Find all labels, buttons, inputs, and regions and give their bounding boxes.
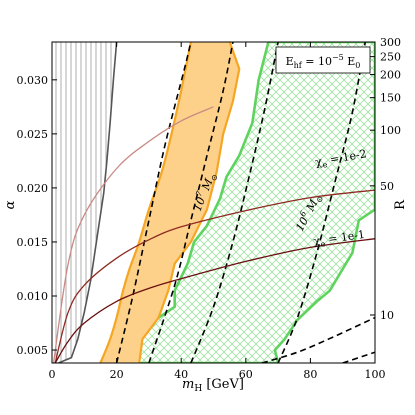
mass-dashed-line-3 xyxy=(190,42,279,363)
plot-area xyxy=(52,42,375,363)
y2-tick-label: 150 xyxy=(380,92,401,105)
mass-dashed-line-2 xyxy=(148,42,234,363)
green-allowed-region xyxy=(115,42,375,363)
x-tick-label: 40 xyxy=(174,368,188,381)
excluded-hatch-region xyxy=(52,42,117,363)
y-tick-label: 0.015 xyxy=(17,236,49,249)
y2-axis-label: R xyxy=(393,199,408,210)
y-axis-label: α xyxy=(3,200,18,209)
chi-curve-mid xyxy=(54,189,375,363)
mass-dashed-line-6 xyxy=(342,351,375,363)
orange-band-left-edge xyxy=(99,42,192,363)
y-tick-label: 0.030 xyxy=(17,74,49,87)
x-axis-label: mH [GeV] xyxy=(182,377,244,394)
y2-tick-label: 50 xyxy=(380,180,394,193)
y2-tick-label: 300 xyxy=(380,36,401,49)
chi-curve-light xyxy=(52,106,214,363)
y2-tick-label: 10 xyxy=(380,309,394,322)
orange-band-right-edge xyxy=(138,42,241,363)
chi-curve-dark xyxy=(54,238,375,363)
y-tick-label: 0.020 xyxy=(17,182,49,195)
x-tick-label: 60 xyxy=(239,368,253,381)
x-tick-label: 80 xyxy=(303,368,317,381)
y-tick-label: 0.025 xyxy=(17,128,49,141)
excluded-region-edge xyxy=(58,42,118,363)
y2-tick-label: 100 xyxy=(380,124,401,137)
axes-frame xyxy=(51,41,376,364)
y2-tick-label: 250 xyxy=(380,51,401,64)
x-tick-label: 100 xyxy=(365,368,386,381)
y2-tick-label: 200 xyxy=(380,69,401,82)
axis-ticks: 0 20 40 60 80 100 0.005 0.010 0.015 0.020 0.025 0.0… xyxy=(17,36,402,381)
x-tick-label: 20 xyxy=(110,368,124,381)
x-tick-label: 0 xyxy=(49,368,56,381)
y-tick-label: 0.005 xyxy=(17,344,49,357)
mass-dashed-line-5 xyxy=(261,316,375,363)
mass-dashed-line-1 xyxy=(115,42,192,363)
mass-dashed-line-4 xyxy=(277,42,367,363)
y-tick-label: 0.010 xyxy=(17,290,49,303)
energy-legend-box: Ehf = 10−5 E0 xyxy=(275,46,371,74)
